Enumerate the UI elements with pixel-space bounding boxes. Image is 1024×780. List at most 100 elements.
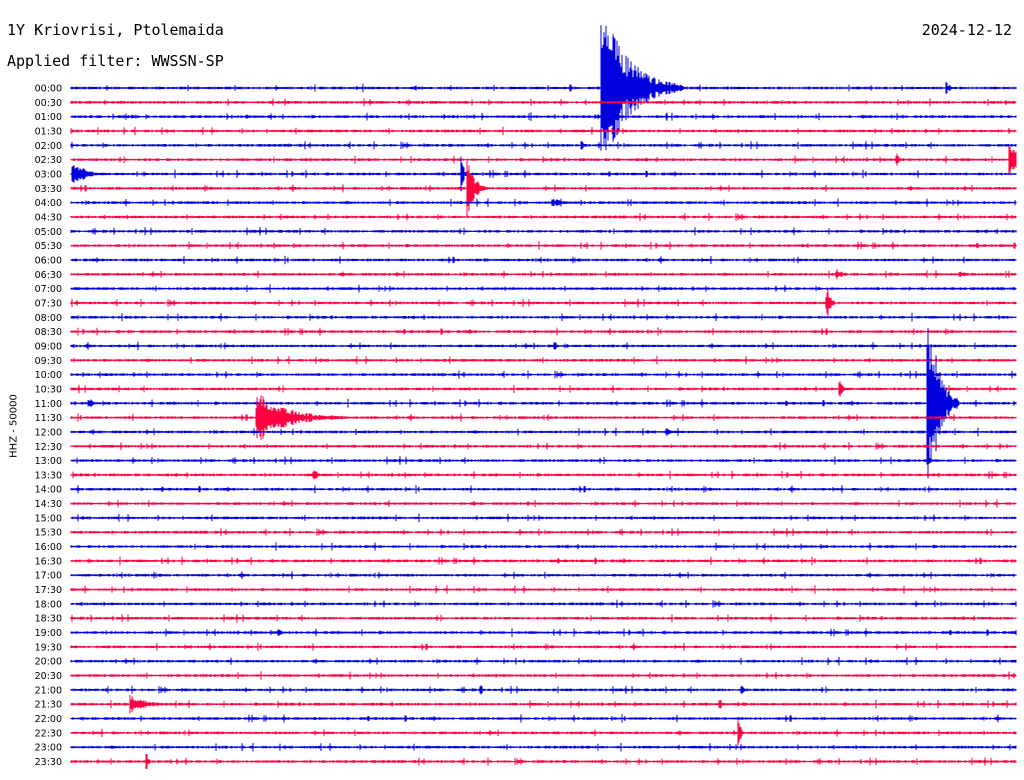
trace-row-0030 [70, 98, 1017, 107]
row-time-label: 19:30 [35, 642, 62, 653]
row-time-label: 21:00 [35, 685, 62, 696]
trace-row-1100 [70, 328, 1017, 479]
trace-row-2200 [70, 714, 1017, 723]
row-time-label: 22:00 [35, 714, 62, 725]
trace-row-1430 [70, 499, 1017, 508]
row-time-label: 15:00 [35, 513, 62, 524]
row-time-label: 01:00 [35, 112, 62, 123]
trace-row-1730 [70, 585, 1017, 594]
trace-row-0300 [70, 156, 1017, 192]
trace-row-1800 [70, 599, 1017, 608]
trace-row-1700 [70, 571, 1017, 580]
row-time-label: 00:30 [35, 98, 62, 109]
row-time-label: 09:00 [35, 341, 62, 352]
trace-row-1600 [70, 542, 1017, 551]
trace-row-1130 [70, 395, 1017, 440]
row-time-label: 03:30 [35, 184, 62, 195]
trace-row-0830 [70, 327, 1017, 336]
row-time-label: 13:30 [35, 470, 62, 481]
row-time-label: 13:00 [35, 456, 62, 467]
row-time-label: 16:30 [35, 556, 62, 567]
row-time-label: 20:00 [35, 657, 62, 668]
row-time-label: 06:00 [35, 255, 62, 266]
trace-row-0800 [70, 312, 1017, 322]
row-time-label: 14:00 [35, 485, 62, 496]
trace-row-1530 [70, 528, 1017, 537]
trace-row-0430 [70, 212, 1017, 221]
trace-row-1230 [70, 442, 1017, 451]
row-time-label: 17:00 [35, 571, 62, 582]
trace-row-0330 [70, 160, 1017, 216]
row-time-label: 22:30 [35, 728, 62, 739]
row-time-label: 05:00 [35, 227, 62, 238]
trace-row-2300 [70, 742, 1017, 752]
row-time-label: 15:30 [35, 528, 62, 539]
row-time-label: 21:30 [35, 700, 62, 711]
row-time-label: 11:00 [35, 399, 62, 410]
trace-row-1500 [70, 513, 1017, 523]
row-time-label: 04:30 [35, 212, 62, 223]
row-time-label: 10:00 [35, 370, 62, 381]
trace-row-0930 [70, 356, 1017, 365]
row-time-label: 02:30 [35, 155, 62, 166]
trace-row-2230 [70, 720, 1017, 746]
row-time-label: 16:00 [35, 542, 62, 553]
traces [70, 25, 1017, 769]
trace-row-1930 [70, 642, 1017, 652]
trace-row-1400 [70, 485, 1017, 494]
row-time-label: 11:30 [35, 413, 62, 424]
trace-row-0730 [70, 289, 1017, 317]
row-time-label: 14:30 [35, 499, 62, 510]
row-time-label: 12:00 [35, 427, 62, 438]
row-time-label: 00:00 [35, 84, 62, 95]
trace-row-1630 [70, 556, 1017, 566]
trace-row-2030 [70, 671, 1017, 680]
trace-row-0000 [70, 25, 1017, 151]
trace-row-2100 [70, 685, 1017, 695]
row-time-label: 10:30 [35, 384, 62, 395]
row-time-label: 19:00 [35, 628, 62, 639]
row-time-label: 06:30 [35, 270, 62, 281]
row-time-label: 03:00 [35, 169, 62, 180]
trace-row-1200 [70, 427, 1017, 437]
trace-row-0500 [70, 227, 1017, 236]
row-time-label: 05:30 [35, 241, 62, 252]
date-label: 2024-12-12 [921, 21, 1012, 39]
trace-row-0600 [70, 255, 1017, 265]
row-time-label: 18:00 [35, 599, 62, 610]
trace-row-1030 [70, 381, 1017, 397]
trace-row-0130 [70, 126, 1017, 136]
trace-row-1000 [70, 370, 1017, 379]
trace-row-0630 [70, 269, 1017, 280]
row-time-label: 23:30 [35, 757, 62, 768]
row-time-label: 09:30 [35, 356, 62, 367]
trace-row-0900 [70, 341, 1017, 350]
trace-row-2330 [70, 754, 1017, 769]
row-time-label: 02:00 [35, 141, 62, 152]
row-time-label: 12:30 [35, 442, 62, 453]
row-time-label: 08:00 [35, 313, 62, 324]
row-time-label: 18:30 [35, 614, 62, 625]
row-time-label: 17:30 [35, 585, 62, 596]
trace-row-0230 [70, 146, 1017, 174]
row-time-label: 04:00 [35, 198, 62, 209]
row-time-label: 07:00 [35, 284, 62, 295]
trace-row-2130 [70, 695, 1017, 714]
trace-row-0400 [70, 198, 1017, 207]
trace-row-0700 [70, 284, 1017, 293]
trace-row-0530 [70, 241, 1017, 250]
row-time-label: 23:00 [35, 743, 62, 754]
trace-row-1900 [70, 628, 1017, 637]
row-time-label: 20:30 [35, 671, 62, 682]
trace-row-2000 [70, 657, 1017, 666]
time-labels: 00:00 00:30 01:00 01:30 02:00 02:30 03:00 03:30… [35, 84, 62, 769]
trace-row-1300 [70, 453, 1017, 468]
trace-row-1330 [70, 470, 1017, 480]
row-time-label: 07:30 [35, 298, 62, 309]
filter-subtitle: Applied filter: WWSSN-SP [7, 52, 224, 70]
trace-row-0100 [70, 112, 1017, 121]
row-time-label: 01:30 [35, 126, 62, 137]
station-title: 1Y Kriovrisi, Ptolemaida [7, 21, 224, 39]
row-time-label: 08:30 [35, 327, 62, 338]
